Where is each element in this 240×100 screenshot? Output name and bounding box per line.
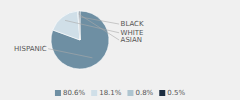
legend-swatch xyxy=(91,90,97,96)
pie-slice xyxy=(51,11,109,69)
slice-labels: HISPANICWHITEASIANBLACK xyxy=(14,14,144,58)
slice-label: HISPANIC xyxy=(14,45,47,53)
legend-item: 80.6% xyxy=(55,89,86,97)
legend-swatch xyxy=(127,90,133,96)
slice-label: BLACK xyxy=(121,20,144,28)
legend-label: 0.8% xyxy=(135,89,153,97)
chart-container: HISPANICWHITEASIANBLACK80.6%18.1%0.8%0.5… xyxy=(0,0,240,100)
legend-swatch xyxy=(159,90,165,96)
leader-line xyxy=(79,14,120,40)
legend-item: 0.5% xyxy=(159,89,185,97)
pie xyxy=(51,11,109,69)
legend-label: 18.1% xyxy=(99,89,122,97)
leader-line xyxy=(48,49,92,58)
legend-item: 18.1% xyxy=(91,89,122,97)
pie-slice xyxy=(53,11,80,40)
slice-label: ASIAN xyxy=(121,36,142,44)
leader-line xyxy=(80,17,119,24)
legend-label: 0.5% xyxy=(167,89,185,97)
legend-label: 80.6% xyxy=(63,89,86,97)
legend: 80.6% 18.1% 0.8% 0.5% xyxy=(55,89,185,97)
leader-line xyxy=(65,20,119,32)
chart: HISPANICWHITEASIANBLACK80.6%18.1%0.8%0.5… xyxy=(0,0,240,100)
legend-item: 0.8% xyxy=(127,89,153,97)
legend-swatch xyxy=(55,90,61,96)
pie-slice xyxy=(78,11,80,40)
